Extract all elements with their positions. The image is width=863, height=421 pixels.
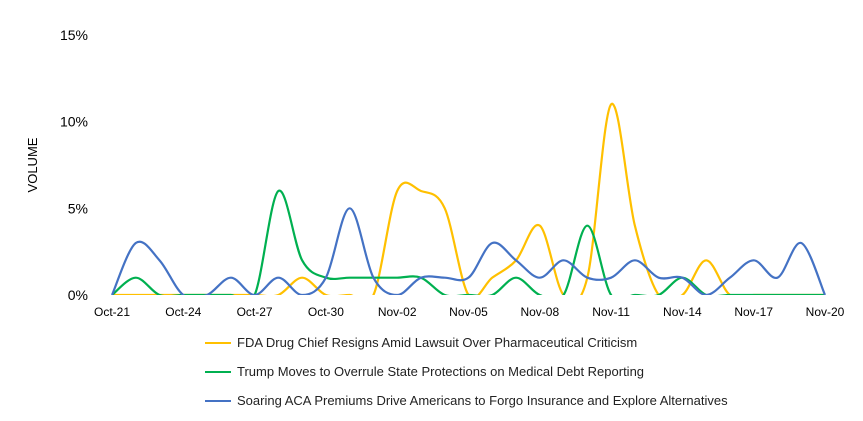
legend-label: Soaring ACA Premiums Drive Americans to … — [237, 393, 728, 408]
x-tick-label: Nov-02 — [378, 305, 417, 319]
y-tick-label: 0% — [68, 287, 88, 303]
legend-item: Trump Moves to Overrule State Protection… — [205, 357, 728, 386]
y-axis-label: VOLUME — [25, 137, 40, 192]
series-line-1 — [112, 103, 825, 295]
legend-item: FDA Drug Chief Resigns Amid Lawsuit Over… — [205, 328, 728, 357]
legend-label: FDA Drug Chief Resigns Amid Lawsuit Over… — [237, 335, 638, 350]
legend-swatch — [205, 341, 231, 344]
legend-swatch — [205, 370, 231, 373]
x-tick-label: Oct-24 — [165, 305, 201, 319]
y-tick-label: 10% — [60, 114, 88, 130]
x-tick-label: Oct-30 — [308, 305, 344, 319]
x-tick-label: Nov-11 — [592, 305, 630, 319]
legend-item: Soaring ACA Premiums Drive Americans to … — [205, 386, 728, 415]
x-tick-label: Nov-05 — [449, 305, 488, 319]
y-tick-label: 15% — [60, 27, 88, 43]
legend-label: Trump Moves to Overrule State Protection… — [237, 364, 645, 379]
x-tick-label: Nov-14 — [663, 305, 702, 319]
y-tick-label: 5% — [68, 200, 88, 216]
x-tick-label: Nov-17 — [734, 305, 773, 319]
series-line-3 — [110, 207, 827, 295]
legend: FDA Drug Chief Resigns Amid Lawsuit Over… — [205, 328, 728, 415]
x-tick-label: Oct-27 — [237, 305, 273, 319]
x-tick-label: Nov-08 — [520, 305, 559, 319]
legend-swatch — [205, 399, 231, 402]
x-tick-label: Oct-21 — [94, 305, 130, 319]
x-tick-label: Nov-20 — [806, 305, 845, 319]
